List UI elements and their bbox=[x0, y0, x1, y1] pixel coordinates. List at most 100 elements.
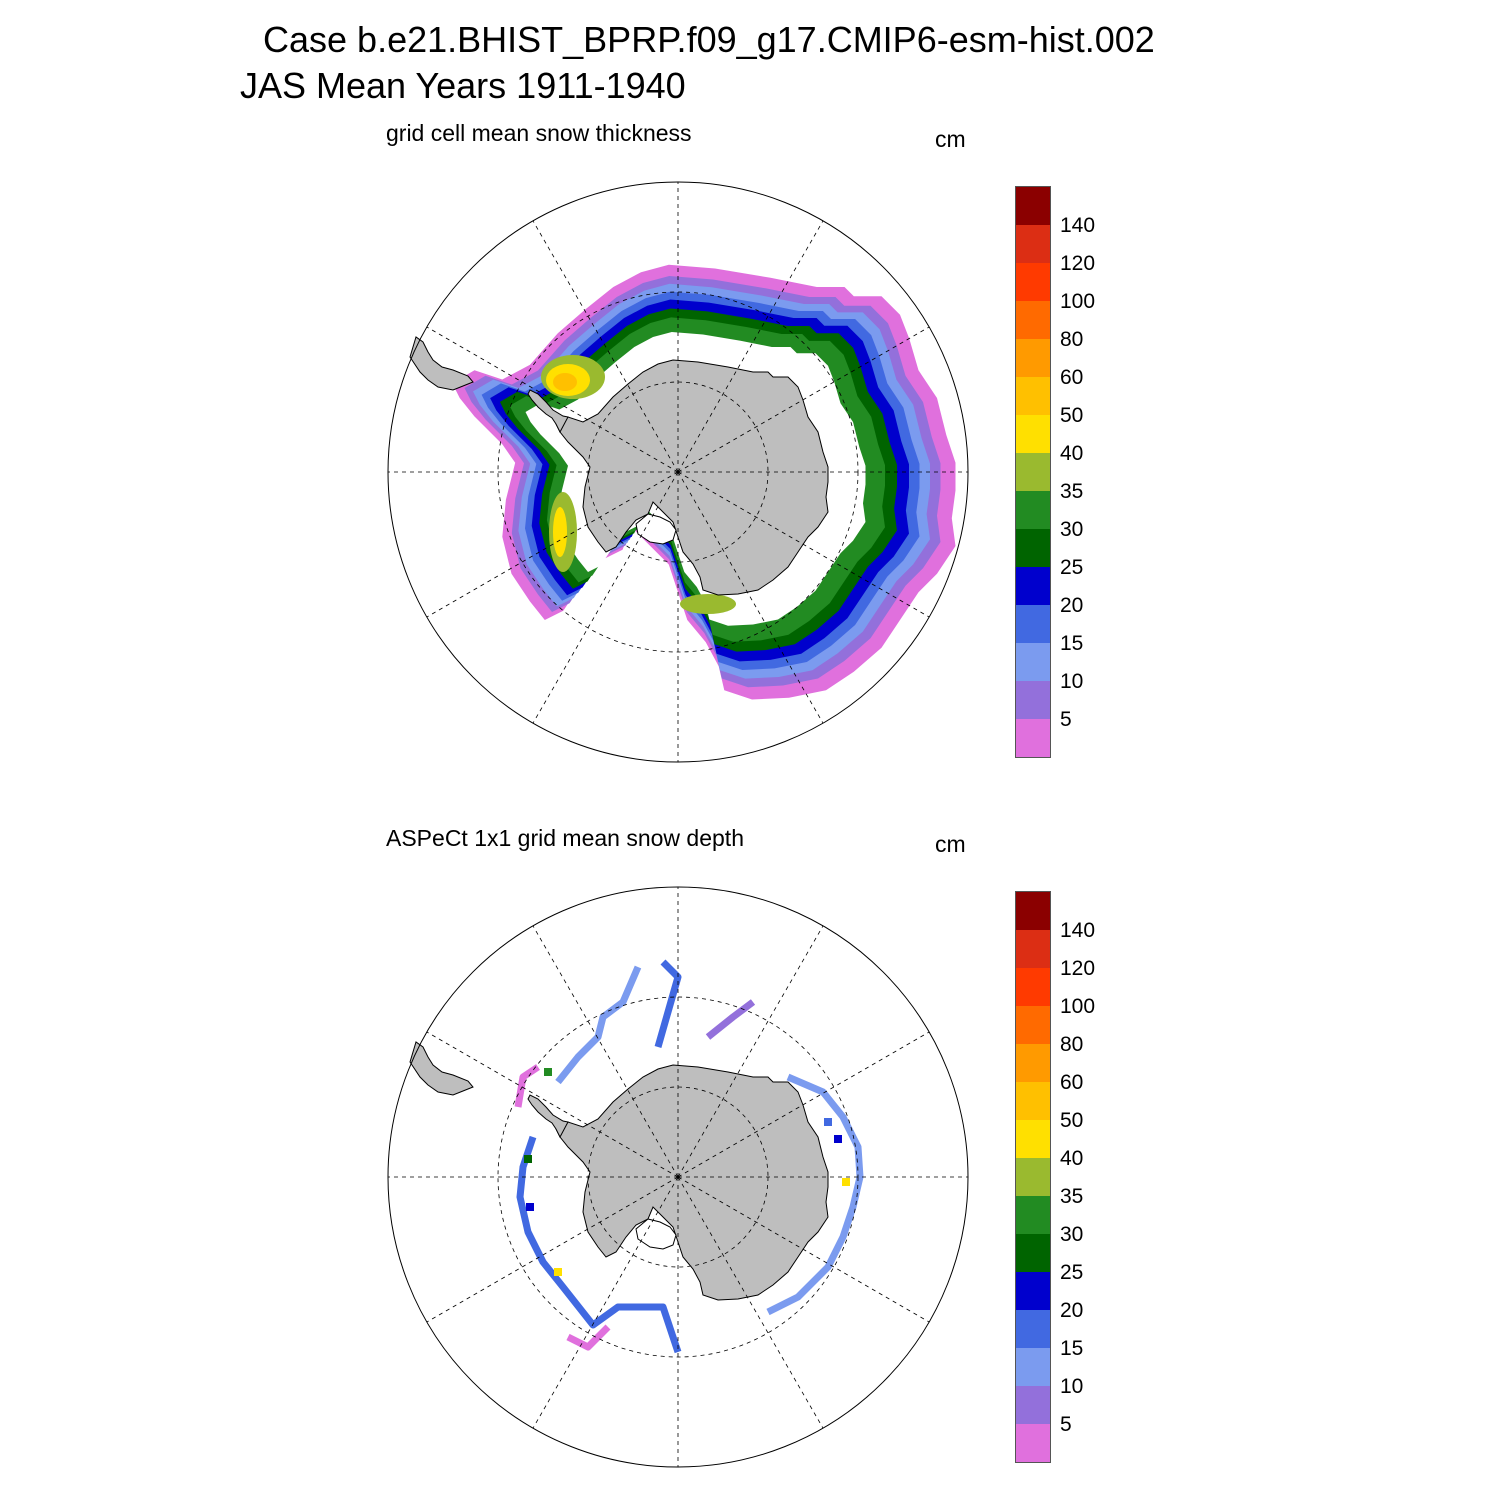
colorbar-tick-label: 5 bbox=[1060, 1413, 1072, 1436]
meridian-line-5 bbox=[677, 1176, 930, 1323]
colorbar-box bbox=[1016, 643, 1050, 681]
colorbar-tick-label: 5 bbox=[1060, 708, 1072, 731]
snow-patch-50-60 bbox=[553, 373, 577, 391]
colorbar-tick-label: 10 bbox=[1060, 670, 1084, 693]
map-plot-area bbox=[387, 181, 969, 763]
figure-subtitle: JAS Mean Years 1911-1940 bbox=[240, 65, 686, 106]
colorbar-box bbox=[1016, 892, 1050, 930]
ship-track-4 bbox=[705, 999, 756, 1040]
ship-track-5 bbox=[766, 1073, 864, 1316]
colorbar-box bbox=[1016, 263, 1050, 301]
map-boundary-circle bbox=[387, 886, 969, 1468]
colorbar-box bbox=[1016, 567, 1050, 605]
panel-title-model: grid cell mean snow thickness bbox=[386, 120, 692, 146]
colorbar-tick-label: 50 bbox=[1060, 404, 1084, 427]
colorbar-tick-label: 20 bbox=[1060, 594, 1084, 617]
obs-cell-4 bbox=[834, 1135, 842, 1143]
colorbar-tick-label: 60 bbox=[1060, 1071, 1084, 1094]
snow-patch-east-35-40 bbox=[680, 594, 736, 614]
ross-ice-shelf bbox=[635, 513, 677, 545]
colorbar-tick-label: 140 bbox=[1060, 919, 1096, 942]
colorbar-box bbox=[1016, 930, 1050, 968]
obs-cell-3 bbox=[554, 1268, 562, 1276]
colorbar-box bbox=[1016, 1424, 1050, 1462]
obs-cell-5 bbox=[842, 1178, 850, 1186]
colorbar-box bbox=[1016, 377, 1050, 415]
meridian-line-3 bbox=[677, 326, 930, 473]
obs-cell-2 bbox=[526, 1203, 534, 1211]
meridian-line-12 bbox=[532, 925, 679, 1178]
meridian-line-3 bbox=[677, 1031, 930, 1178]
south-america-land bbox=[409, 336, 474, 391]
ship-track-1 bbox=[516, 1135, 682, 1354]
colorbar-box bbox=[1016, 1120, 1050, 1158]
colorbar-box bbox=[1016, 187, 1050, 225]
colorbar-box bbox=[1016, 1272, 1050, 1310]
colorbar-box bbox=[1016, 491, 1050, 529]
meridian-line-11 bbox=[426, 326, 679, 473]
colorbar-box bbox=[1016, 339, 1050, 377]
colorbar-tick-label: 140 bbox=[1060, 214, 1096, 237]
units-label-model: cm bbox=[935, 126, 966, 152]
ship-track-3 bbox=[654, 959, 682, 1048]
colorbar-box bbox=[1016, 681, 1050, 719]
colorbar-tick-label: 20 bbox=[1060, 1299, 1084, 1322]
ship-track-7 bbox=[566, 1324, 611, 1351]
meridian-line-9 bbox=[426, 471, 679, 618]
colorbar-box bbox=[1016, 1158, 1050, 1196]
colorbar-box bbox=[1016, 1348, 1050, 1386]
colorbar-box bbox=[1016, 225, 1050, 263]
units-label-observations: cm bbox=[935, 831, 966, 857]
obs-cell-7 bbox=[824, 1118, 832, 1126]
colorbar-box bbox=[1016, 301, 1050, 339]
colorbar-tick-label: 35 bbox=[1060, 480, 1084, 503]
meridian-line-2 bbox=[677, 220, 824, 473]
colorbar-tick-label: 100 bbox=[1060, 995, 1096, 1018]
antarctica-land bbox=[555, 1064, 829, 1301]
colorbar-box bbox=[1016, 968, 1050, 1006]
meridian-line-9 bbox=[426, 1176, 679, 1323]
colorbar-tick-label: 80 bbox=[1060, 1033, 1084, 1056]
colorbar-observations bbox=[1015, 891, 1051, 1463]
colorbar-tick-label: 120 bbox=[1060, 252, 1096, 275]
meridian-line-8 bbox=[532, 1176, 679, 1429]
colorbar-box bbox=[1016, 1310, 1050, 1348]
colorbar-tick-label: 15 bbox=[1060, 632, 1084, 655]
colorbar-box bbox=[1016, 1006, 1050, 1044]
south-america-land bbox=[409, 1041, 474, 1096]
meridian-line-6 bbox=[677, 1176, 824, 1429]
colorbar-tick-label: 30 bbox=[1060, 1223, 1084, 1246]
colorbar-box bbox=[1016, 453, 1050, 491]
colorbar-box bbox=[1016, 605, 1050, 643]
colorbar-box bbox=[1016, 529, 1050, 567]
colorbar-box bbox=[1016, 415, 1050, 453]
antarctic-peninsula bbox=[527, 1094, 569, 1139]
map-plot-area bbox=[387, 886, 969, 1468]
colorbar-tick-label: 80 bbox=[1060, 328, 1084, 351]
obs-cell-1 bbox=[524, 1155, 532, 1163]
obs-cell-6 bbox=[544, 1068, 552, 1076]
meridian-line-2 bbox=[677, 925, 824, 1178]
colorbar-box bbox=[1016, 1082, 1050, 1120]
colorbar-tick-label: 50 bbox=[1060, 1109, 1084, 1132]
panel-title-observations: ASPeCt 1x1 grid mean snow depth bbox=[386, 825, 744, 851]
colorbar-model bbox=[1015, 186, 1051, 758]
meridian-line-8 bbox=[532, 471, 679, 724]
ross-ice-shelf bbox=[635, 1218, 677, 1250]
colorbar-tick-label: 120 bbox=[1060, 957, 1096, 980]
ship-track-6 bbox=[514, 1064, 540, 1108]
antarctic-peninsula bbox=[527, 389, 569, 434]
meridian-line-6 bbox=[677, 471, 824, 724]
colorbar-box bbox=[1016, 719, 1050, 757]
colorbar-box bbox=[1016, 1234, 1050, 1272]
colorbar-tick-label: 25 bbox=[1060, 1261, 1084, 1284]
map-boundary-circle bbox=[387, 181, 969, 763]
colorbar-tick-label: 25 bbox=[1060, 556, 1084, 579]
colorbar-tick-label: 30 bbox=[1060, 518, 1084, 541]
meridian-line-11 bbox=[426, 1031, 679, 1178]
colorbar-box bbox=[1016, 1386, 1050, 1424]
colorbar-tick-label: 10 bbox=[1060, 1375, 1084, 1398]
colorbar-box bbox=[1016, 1044, 1050, 1082]
ship-track-2 bbox=[555, 965, 642, 1085]
colorbar-tick-label: 40 bbox=[1060, 442, 1084, 465]
